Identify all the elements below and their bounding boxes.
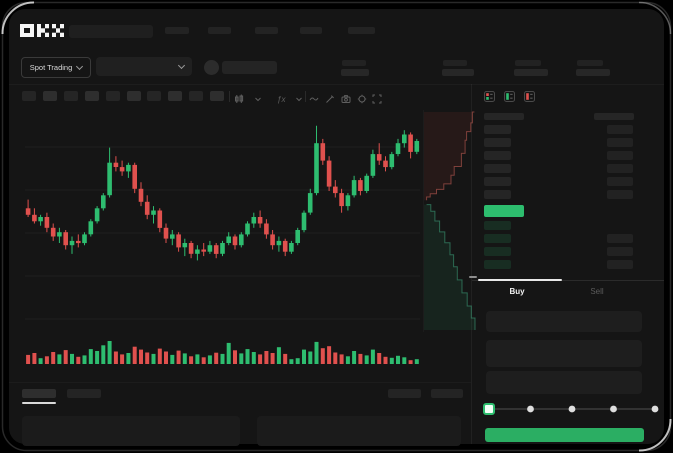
stat-value-placeholder: [341, 69, 369, 76]
toolbar-divider: [305, 91, 306, 102]
header-placeholder: [69, 25, 153, 38]
user-bar-placeholder: [222, 61, 277, 74]
orders-panel-placeholder: [22, 416, 240, 446]
line-tools-icon[interactable]: [309, 92, 320, 103]
header-divider: [9, 84, 664, 85]
interval-chip[interactable]: [64, 91, 78, 101]
bid-amount-placeholder: [607, 234, 633, 243]
bottom-tab-placeholder[interactable]: [22, 389, 56, 398]
buy-submit-button[interactable]: [485, 428, 644, 442]
orderbook-bids-icon[interactable]: [504, 89, 515, 102]
orderbook-header-placeholder: [594, 113, 634, 120]
okx-logo[interactable]: [20, 24, 66, 38]
orderbook-header-placeholder: [484, 113, 524, 120]
interval-chip[interactable]: [147, 91, 161, 101]
ask-price-placeholder: [484, 164, 511, 173]
stat-label-placeholder: [577, 60, 603, 66]
last-price-bar: [484, 205, 524, 217]
bid-price-placeholder: [484, 260, 511, 269]
nav-item-placeholder[interactable]: [300, 27, 322, 34]
bottom-tab-placeholder[interactable]: [67, 389, 101, 398]
nav-item-placeholder[interactable]: [255, 27, 278, 34]
interval-chip[interactable]: [210, 91, 224, 101]
interval-chip[interactable]: [127, 91, 141, 101]
stat-label-placeholder: [443, 60, 467, 66]
history-panel-placeholder: [257, 416, 461, 446]
fullscreen-icon[interactable]: [372, 92, 383, 104]
market-type-label: Spot Trading: [29, 63, 73, 72]
bottom-action-placeholder[interactable]: [388, 389, 421, 398]
ask-amount-placeholder: [607, 151, 633, 160]
chevron-down-icon[interactable]: [294, 92, 305, 103]
bottom-divider: [9, 382, 471, 383]
ask-amount-placeholder: [607, 138, 633, 147]
svg-text:ƒx: ƒx: [277, 95, 286, 104]
tab-buy[interactable]: Buy: [509, 287, 525, 296]
interval-chip[interactable]: [168, 91, 182, 101]
stat-value-placeholder: [514, 69, 548, 76]
last-price-tick: [469, 276, 477, 278]
bid-amount-placeholder: [607, 260, 633, 269]
stat-value-placeholder: [576, 69, 610, 76]
active-tab-indicator: [478, 279, 562, 281]
nav-item-placeholder[interactable]: [348, 27, 375, 34]
interval-chip[interactable]: [189, 91, 203, 101]
draw-pencil-icon[interactable]: [325, 92, 336, 103]
ask-price-placeholder: [484, 151, 511, 160]
chart-settings-icon[interactable]: [357, 92, 368, 104]
ask-price-placeholder: [484, 125, 511, 134]
nav-item-placeholder[interactable]: [208, 27, 231, 34]
ask-amount-placeholder: [607, 164, 633, 173]
ask-price-placeholder: [484, 138, 511, 147]
pair-avatar[interactable]: [204, 60, 219, 75]
candle-style-icon[interactable]: [234, 92, 245, 103]
bid-price-placeholder: [484, 221, 511, 230]
bottom-action-placeholder[interactable]: [431, 389, 463, 398]
interval-chip[interactable]: [85, 91, 99, 101]
chevron-down-icon[interactable]: [253, 92, 264, 103]
total-input-placeholder[interactable]: [486, 371, 642, 394]
panel-divider: [471, 84, 472, 444]
market-type-selector[interactable]: Spot Trading: [21, 57, 91, 78]
orderbook-asks-icon[interactable]: [524, 89, 535, 102]
interval-chip[interactable]: [43, 91, 57, 101]
ask-price-placeholder: [484, 190, 511, 199]
toolbar-divider: [229, 91, 230, 102]
stat-label-placeholder: [342, 60, 366, 66]
trading-pair-dropdown[interactable]: [96, 57, 192, 76]
ask-amount-placeholder: [607, 125, 633, 134]
stat-value-placeholder: [442, 69, 474, 76]
active-bottom-tab-underline: [22, 402, 56, 404]
indicators-fx-icon[interactable]: ƒx: [276, 92, 287, 104]
interval-chip[interactable]: [22, 91, 36, 101]
snapshot-camera-icon[interactable]: [341, 92, 352, 103]
price-input-placeholder[interactable]: [486, 311, 642, 332]
orderbook-combined-icon[interactable]: [484, 89, 495, 102]
interval-chip[interactable]: [106, 91, 120, 101]
depth-divider: [423, 110, 424, 332]
amount-input-placeholder[interactable]: [486, 340, 642, 367]
chevron-down-icon: [76, 62, 84, 71]
nav-item-placeholder[interactable]: [165, 27, 189, 34]
tabbar-divider: [472, 280, 664, 281]
ask-price-placeholder: [484, 177, 511, 186]
bid-price-placeholder: [484, 234, 511, 243]
bid-amount-placeholder: [607, 247, 633, 256]
tab-sell[interactable]: Sell: [590, 287, 604, 296]
stat-label-placeholder: [515, 60, 541, 66]
chevron-down-icon: [177, 61, 186, 70]
ask-amount-placeholder: [607, 177, 633, 186]
ask-amount-placeholder: [607, 190, 633, 199]
bid-price-placeholder: [484, 247, 511, 256]
